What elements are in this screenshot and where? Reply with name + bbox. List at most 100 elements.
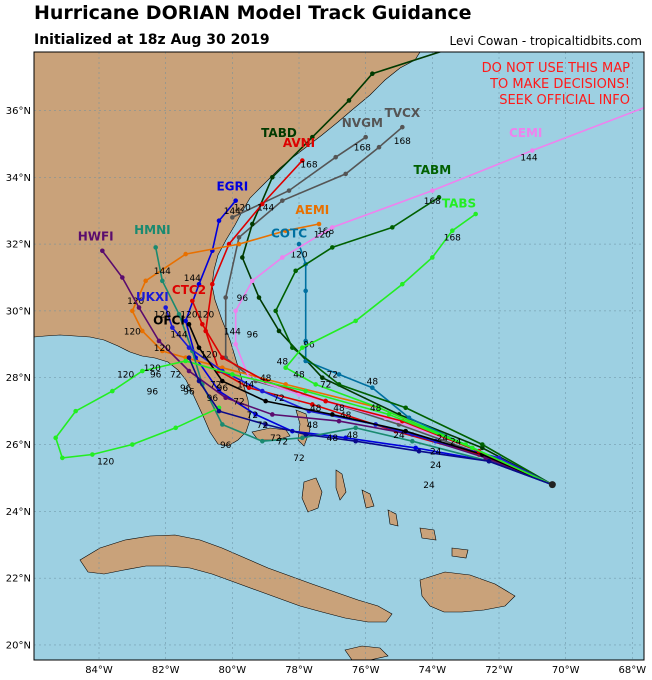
forecast-hour: 120 [154,311,171,321]
track-point [100,248,105,254]
forecast-hour: 120 [144,364,161,374]
model-name-label: OFCI [153,313,185,327]
forecast-hour: 120 [180,311,197,321]
forecast-hour: 144 [237,381,254,391]
track-point [220,378,225,384]
model-name-label: CEMI [509,126,542,140]
track-point [400,124,405,130]
track-line [154,247,553,486]
track-point [353,438,358,444]
track-tabd: 96 120 TABD [234,52,555,487]
track-point [186,321,192,327]
track-point [283,228,288,234]
track-point [353,425,358,431]
track-point [73,408,78,414]
forecast-hour: 120 [197,311,214,321]
track-point [303,432,308,437]
track-point [333,154,338,160]
forecast-hour: 96 [217,384,229,394]
track-point [480,442,485,447]
forecast-hour: 48 [277,357,289,367]
track-point [343,171,348,177]
track-point [210,281,215,287]
track-point [270,412,275,417]
forecast-hour: 72 [247,411,258,421]
lat-tick-label: 36°N [6,106,31,117]
track-point [160,278,165,284]
forecast-hour: 72 [257,421,268,431]
forecast-hour: 120 [117,371,134,381]
model-name-label: NVGM [342,116,383,130]
forecast-hour: 144 [184,274,201,284]
model-name-label: AEMI [295,203,329,217]
forecast-hour: 168 [424,197,441,207]
track-point [176,311,182,317]
forecast-hour: 96 [237,294,249,304]
track-point [130,308,135,314]
forecast-hour: 48 [333,404,345,414]
track-point [183,355,188,360]
track-point [403,405,408,411]
track-point [220,365,225,370]
map-frame [33,51,645,661]
track-point [263,422,268,427]
track-point [233,342,238,347]
track-point [216,218,222,224]
forecast-hour: 24 [430,448,442,458]
lat-tick-label: 34°N [6,173,31,184]
track-point [336,418,342,424]
warning-line: DO NOT USE THIS MAP [482,61,631,76]
forecast-hour: 24 [430,461,442,471]
track-point [253,412,258,417]
track-point [186,355,192,360]
forecast-hour: 96 [183,387,195,397]
lon-tick-label: 74°W [419,665,447,676]
track-point [196,281,202,287]
track-point [470,445,475,451]
track-point [200,321,205,327]
forecast-hour: 96 [147,387,159,397]
track-point [450,228,455,234]
track-point [320,375,325,381]
track-point [286,188,292,193]
track-point [370,385,375,391]
track-point [240,255,245,260]
track-point [186,345,192,350]
track-point [173,425,178,431]
forecast-hour: 168 [354,144,371,154]
track-point [400,281,405,287]
track-point [346,98,352,103]
forecast-hour: 144 [520,154,537,164]
track-point [236,241,242,247]
forecast-hour: 24 [393,431,405,441]
track-point [190,298,195,304]
track-point [273,308,278,314]
track-point [486,458,492,464]
forecast-hour: 48 [340,411,352,421]
forecast-hour: 168 [394,137,411,147]
credit: Levi Cowan - tropicaltidbits.com [449,34,642,48]
track-point [330,225,335,230]
track-point [430,188,435,193]
track-point [276,328,282,334]
track-point [60,455,65,461]
forecast-hour: 72 [170,371,181,381]
forecast-hour: 120 [290,250,307,260]
track-point [430,255,435,260]
track-point [216,408,222,414]
track-point [130,442,135,447]
storm-current-position [548,481,556,489]
track-point [376,144,382,150]
track-point [170,325,175,330]
forecast-hour: 72 [210,381,221,391]
track-point [376,405,382,411]
track-cotc: 96 120 COTC [271,226,555,487]
model-name-label: AVNI [283,136,315,150]
forecast-hour: 72 [277,438,288,448]
track-point [183,318,188,324]
lon-tick-label: 70°W [552,665,580,676]
track-point [283,365,288,370]
track-point [290,345,295,350]
